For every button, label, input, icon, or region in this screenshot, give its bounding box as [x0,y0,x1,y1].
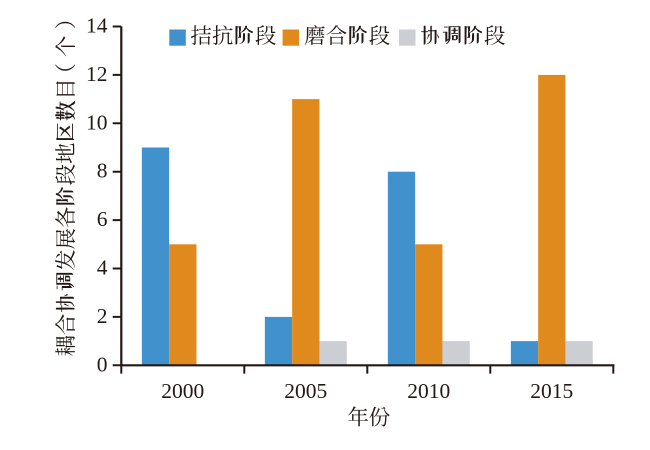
svg-text:12: 12 [86,62,108,86]
svg-text:2: 2 [97,304,108,328]
svg-text:2015: 2015 [530,379,573,403]
svg-text:2010: 2010 [407,379,450,403]
svg-text:8: 8 [97,159,108,183]
svg-text:14: 14 [86,14,108,38]
svg-text:0: 0 [97,352,108,376]
svg-text:4: 4 [97,256,108,280]
svg-text:10: 10 [86,110,108,134]
svg-text:2005: 2005 [284,379,327,403]
svg-text:6: 6 [97,207,108,231]
svg-text:2000: 2000 [161,379,204,403]
